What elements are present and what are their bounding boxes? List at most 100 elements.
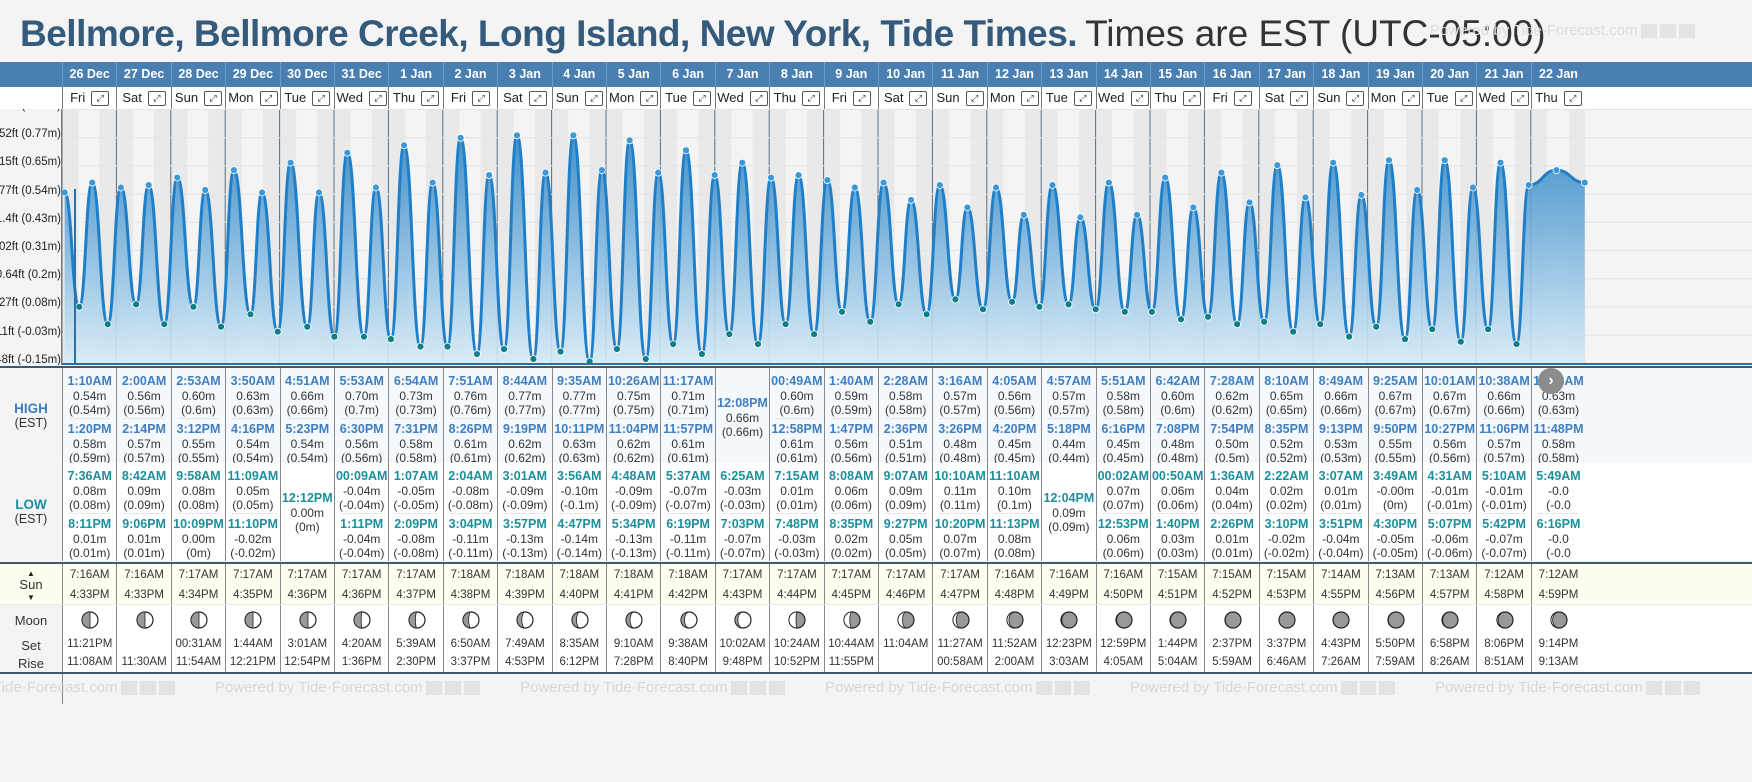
- expand-day-button[interactable]: ⤢: [1454, 91, 1473, 107]
- expand-day-button[interactable]: ⤢: [640, 91, 659, 107]
- entry-divider: [1374, 418, 1416, 419]
- tide-height-alt: (-0.04m): [339, 498, 385, 512]
- moonrise-time: 2:00AM: [994, 656, 1035, 668]
- weekday-label: Fri: [831, 90, 847, 105]
- expand-day-button[interactable]: ⤢: [749, 91, 768, 107]
- expand-day-button[interactable]: ⤢: [147, 91, 166, 107]
- tide-entry: 8:26PM 0.61m (0.61m): [444, 422, 497, 466]
- expand-day-button[interactable]: ⤢: [1073, 91, 1092, 107]
- low-tide-cell: 1:07AM -0.05m (-0.05m) 2:09PM -0.08m (-0.08m): [388, 463, 442, 561]
- tide-height-alt: (0.48m): [1157, 451, 1199, 465]
- high-tide-point: [625, 136, 634, 145]
- weekday-cell: Thu ⤢: [769, 87, 823, 109]
- expand-day-button[interactable]: ⤢: [91, 91, 110, 107]
- tide-height: 0.01m: [127, 531, 161, 546]
- tide-height: 0.53m: [1324, 436, 1358, 451]
- tide-time: 9:58AM: [176, 469, 221, 483]
- moon-cell: 11:27AM 00:58AM: [932, 605, 986, 673]
- moonset-time: 11:04AM: [883, 638, 929, 650]
- tide-height-alt: (0.03m): [1157, 546, 1199, 560]
- sun-cell: 7:17AM 4:34PM: [170, 564, 225, 606]
- expand-day-button[interactable]: ⤢: [584, 91, 603, 107]
- moonrise-time: 6:46AM: [1266, 656, 1307, 668]
- tide-height-alt: (0.56m): [123, 403, 165, 417]
- tide-height: 0.01m: [1215, 531, 1249, 546]
- sunrise-time: 7:17AM: [287, 569, 328, 581]
- date-label: 14 Jan: [1103, 67, 1143, 81]
- tide-height: 0.55m: [181, 436, 216, 451]
- expand-icon: ⤢: [426, 93, 434, 104]
- tide-height: 0.71m: [671, 388, 705, 403]
- expand-day-button[interactable]: ⤢: [909, 91, 928, 107]
- tide-height: -0.07m: [1485, 531, 1523, 546]
- tide-entry: 12:53PM 0.06m (0.06m): [1097, 517, 1150, 561]
- tide-height: 0.08m: [181, 483, 216, 498]
- tide-entry: 8:35PM 0.52m (0.52m): [1260, 422, 1313, 466]
- expand-day-button[interactable]: ⤢: [1130, 91, 1149, 107]
- expand-day-button[interactable]: ⤢: [1346, 91, 1365, 107]
- moon-cell: 10:02AM 9:48PM: [714, 605, 769, 673]
- expand-day-button[interactable]: ⤢: [1021, 91, 1040, 107]
- sunset-time: 4:59PM: [1538, 589, 1579, 601]
- high-tide-cell: 7:28AM 0.62m (0.62m) 7:54PM 0.50m (0.5m): [1204, 368, 1258, 465]
- location-title: Bellmore, Bellmore Creek, Long Island, N…: [20, 13, 1078, 54]
- watermark-logo-icon: [1664, 681, 1681, 696]
- tide-height: 0.54m: [236, 436, 270, 451]
- expand-day-button[interactable]: ⤢: [1511, 91, 1530, 107]
- moon-phase-icon: [1006, 611, 1024, 629]
- weekday-label: Wed: [336, 90, 363, 105]
- moonrise-time: 11:30AM: [121, 656, 167, 668]
- tide-entry: 7:15AM 0.01m (0.01m): [770, 469, 823, 513]
- entry-divider: [1537, 418, 1580, 419]
- sunrise-time: 7:18AM: [450, 569, 491, 581]
- tide-entry: 2:26PM 0.01m (0.01m): [1205, 517, 1258, 561]
- sunrise-time: 7:14AM: [1321, 569, 1361, 581]
- expand-day-button[interactable]: ⤢: [421, 91, 440, 107]
- moon-cell: 10:44AM 11:55PM: [823, 605, 878, 673]
- tide-height: 0.45m: [1106, 436, 1140, 451]
- date-cell: 12 Jan: [986, 62, 1041, 87]
- high-tide-point: [117, 183, 125, 192]
- low-tide-point: [473, 350, 481, 358]
- expand-day-button[interactable]: ⤢: [852, 91, 871, 107]
- sunset-time: 4:50PM: [1103, 589, 1144, 601]
- expand-day-button[interactable]: ⤢: [965, 91, 984, 107]
- expand-day-button[interactable]: ⤢: [204, 91, 223, 107]
- tide-time: 3:56AM: [557, 469, 602, 483]
- expand-day-button[interactable]: ⤢: [1290, 91, 1309, 107]
- high-tide-cell: 8:10AM 0.65m (0.65m) 8:35PM 0.52m (0.52m): [1258, 368, 1313, 466]
- low-tide-point: [1401, 335, 1409, 344]
- expand-day-button[interactable]: ⤢: [472, 91, 491, 107]
- expand-day-button[interactable]: ⤢: [1563, 91, 1582, 107]
- tide-time: 11:48PM: [1533, 422, 1584, 436]
- expand-icon: ⤢: [1569, 93, 1577, 104]
- expand-day-button[interactable]: ⤢: [802, 91, 821, 107]
- date-label: 27 Dec: [123, 67, 165, 81]
- moonrise-time: 3:03AM: [1049, 656, 1089, 668]
- expand-day-button[interactable]: ⤢: [528, 91, 547, 107]
- tide-height: -0.0: [1548, 483, 1569, 498]
- weekday-cell: Fri ⤢: [442, 87, 497, 109]
- expand-day-button[interactable]: ⤢: [1233, 91, 1252, 107]
- expand-day-button[interactable]: ⤢: [259, 91, 278, 107]
- sunset-time: 4:48PM: [994, 589, 1035, 601]
- entry-divider: [395, 513, 437, 514]
- entry-divider: [776, 513, 818, 514]
- tide-height: 0.66m: [1324, 388, 1358, 403]
- low-tide-point: [951, 295, 960, 304]
- expand-day-button[interactable]: ⤢: [693, 91, 712, 107]
- expand-day-button[interactable]: ⤢: [1401, 91, 1420, 107]
- tide-time: 8:35PM: [1264, 422, 1309, 436]
- next-page-button[interactable]: ›: [1538, 368, 1564, 394]
- expand-icon: ⤢: [1239, 93, 1247, 104]
- tide-height: 0.58m: [73, 436, 107, 451]
- footer-watermark: Powered by Tide-Forecast.com Powered by T…: [0, 672, 1752, 782]
- expand-day-button[interactable]: ⤢: [368, 91, 387, 107]
- expand-day-button[interactable]: ⤢: [1182, 91, 1201, 107]
- tide-entry: 6:54AM 0.73m (0.73m): [389, 374, 442, 418]
- tide-entry: 7:51AM 0.76m (0.76m): [444, 374, 497, 418]
- expand-day-button[interactable]: ⤢: [312, 91, 331, 107]
- tide-height-alt: (0.11m): [939, 498, 981, 512]
- sunrise-time: 7:17AM: [831, 569, 872, 581]
- moon-phase-icon: [734, 611, 752, 629]
